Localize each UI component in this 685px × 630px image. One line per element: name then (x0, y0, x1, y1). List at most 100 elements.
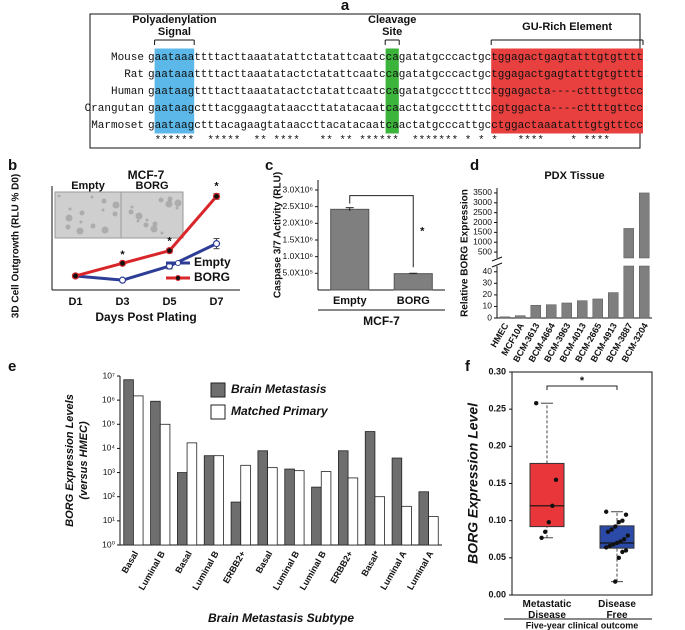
x-tick-label: Luminal B (271, 549, 302, 592)
bar (203, 455, 215, 546)
image-label: Empty (71, 180, 106, 192)
sequence-segment: tggagacta----cttttgttcc (491, 86, 643, 98)
cell-colony (65, 224, 71, 230)
x-tick-label: D1 (68, 296, 82, 308)
y-axis-label: BORG Expression Level (465, 402, 481, 564)
sequence-segment: actatgcccttttc (399, 103, 491, 115)
sequence-segment: aataag (155, 103, 195, 115)
highlight (491, 48, 643, 66)
cell-colony (68, 207, 72, 211)
species-name: Marmoset (91, 120, 144, 132)
highlight (385, 99, 399, 117)
conservation-line: ****** ***** ** **** ** ** ****** ******… (148, 135, 610, 147)
y-axis-label: Relative BORG Expression (460, 189, 471, 317)
box (529, 462, 565, 528)
legend-label: Empty (194, 255, 231, 269)
y-tick-label: 10 (483, 301, 493, 311)
highlight (154, 48, 195, 66)
line-series (75, 195, 218, 278)
bar (330, 208, 370, 291)
cell-colony (112, 211, 118, 217)
bar (267, 467, 278, 546)
sequence-segment: aataaa (155, 69, 195, 81)
legend-swatch (210, 404, 226, 420)
y-tick-label: 0.15 (488, 478, 506, 488)
cell-colony (174, 199, 182, 207)
x-tick-label: Luminal B (137, 549, 168, 592)
sequence-segment: aataag (155, 120, 195, 132)
legend-label: Brain Metastasis (231, 382, 327, 396)
sequence-segment: cgtggacta----cttttgttcc (491, 103, 643, 115)
significance-mark: * (420, 225, 425, 237)
y-tick-label: 3.0X10⁶ (283, 184, 313, 194)
x-tick-label: BORG (397, 295, 430, 307)
data-point (623, 512, 629, 517)
data-point (620, 549, 625, 555)
y-tick-label: 10⁷ (102, 370, 115, 380)
bar (257, 450, 268, 546)
y-tick-label: 10³ (103, 467, 115, 477)
bar (186, 442, 198, 546)
x-tick-label: ERBB2+ (221, 549, 248, 585)
y-tick-label: 1.0X10⁶ (283, 251, 313, 261)
sequence-segment: ca (386, 69, 400, 81)
y-axis-label: Caspase 3/7 Activity (RLU) (273, 172, 284, 298)
cell-colony (130, 205, 134, 209)
panel-letter: f (465, 358, 471, 375)
y-tick-label: 3500 (473, 187, 492, 197)
cell-colony (143, 222, 149, 228)
highlight (491, 82, 643, 100)
y-tick-label: 2.5X10⁶ (283, 201, 313, 211)
sequence-segment: ca (386, 52, 400, 64)
cell-colony (101, 198, 107, 204)
bar (133, 395, 144, 546)
y-tick-label: 0.00 (488, 589, 506, 599)
region-label: GU-Rich Element (522, 21, 612, 33)
bar (499, 316, 510, 319)
marker (118, 259, 127, 267)
bar (284, 468, 295, 546)
cell-colony (79, 210, 85, 216)
data-point (622, 537, 627, 542)
bar (364, 431, 376, 546)
highlight (491, 99, 643, 117)
bar (150, 400, 161, 546)
cell-colony (165, 200, 173, 208)
x-tick-label: D7 (209, 296, 223, 308)
y-tick-label: 0.10 (488, 515, 506, 525)
y-tick-label: 5.0X10⁵ (283, 268, 313, 278)
panel-letter: a (341, 0, 350, 14)
cell-colony (90, 223, 96, 229)
bar (608, 292, 619, 319)
x-tick-label: Luminal A (405, 549, 435, 592)
bar (530, 305, 541, 319)
species-name: Orangutan (85, 103, 144, 115)
micrograph (54, 191, 122, 239)
species-name: Mouse (111, 52, 144, 64)
highlight (385, 65, 399, 83)
bar (374, 496, 385, 546)
x-tick-label: Disease Free (598, 599, 636, 621)
axis-break (491, 262, 503, 268)
x-tick-label: Basal (254, 549, 275, 575)
highlight (154, 82, 195, 100)
bar (393, 273, 433, 291)
sequence-segment: g (148, 86, 155, 98)
y-tick-label: 2500 (473, 207, 492, 217)
data-point (553, 477, 559, 482)
bar (639, 192, 650, 259)
x-tick-label: Basal (120, 549, 141, 575)
cell-colony (101, 208, 105, 212)
sequence-segment: actatgcccattgc (399, 120, 491, 132)
marker (212, 192, 221, 200)
species-name: Human (111, 86, 144, 98)
region-label: Signal (158, 26, 191, 38)
y-tick-label: 10¹ (103, 515, 115, 525)
highlight (154, 65, 195, 83)
y-tick-label: 30 (483, 278, 493, 288)
legend-marker (175, 275, 181, 281)
significance-bracket (349, 195, 414, 268)
bar (623, 228, 634, 259)
sequence-segment: tggagactgagtatttgtgtttt (491, 52, 643, 64)
bar (639, 265, 650, 319)
